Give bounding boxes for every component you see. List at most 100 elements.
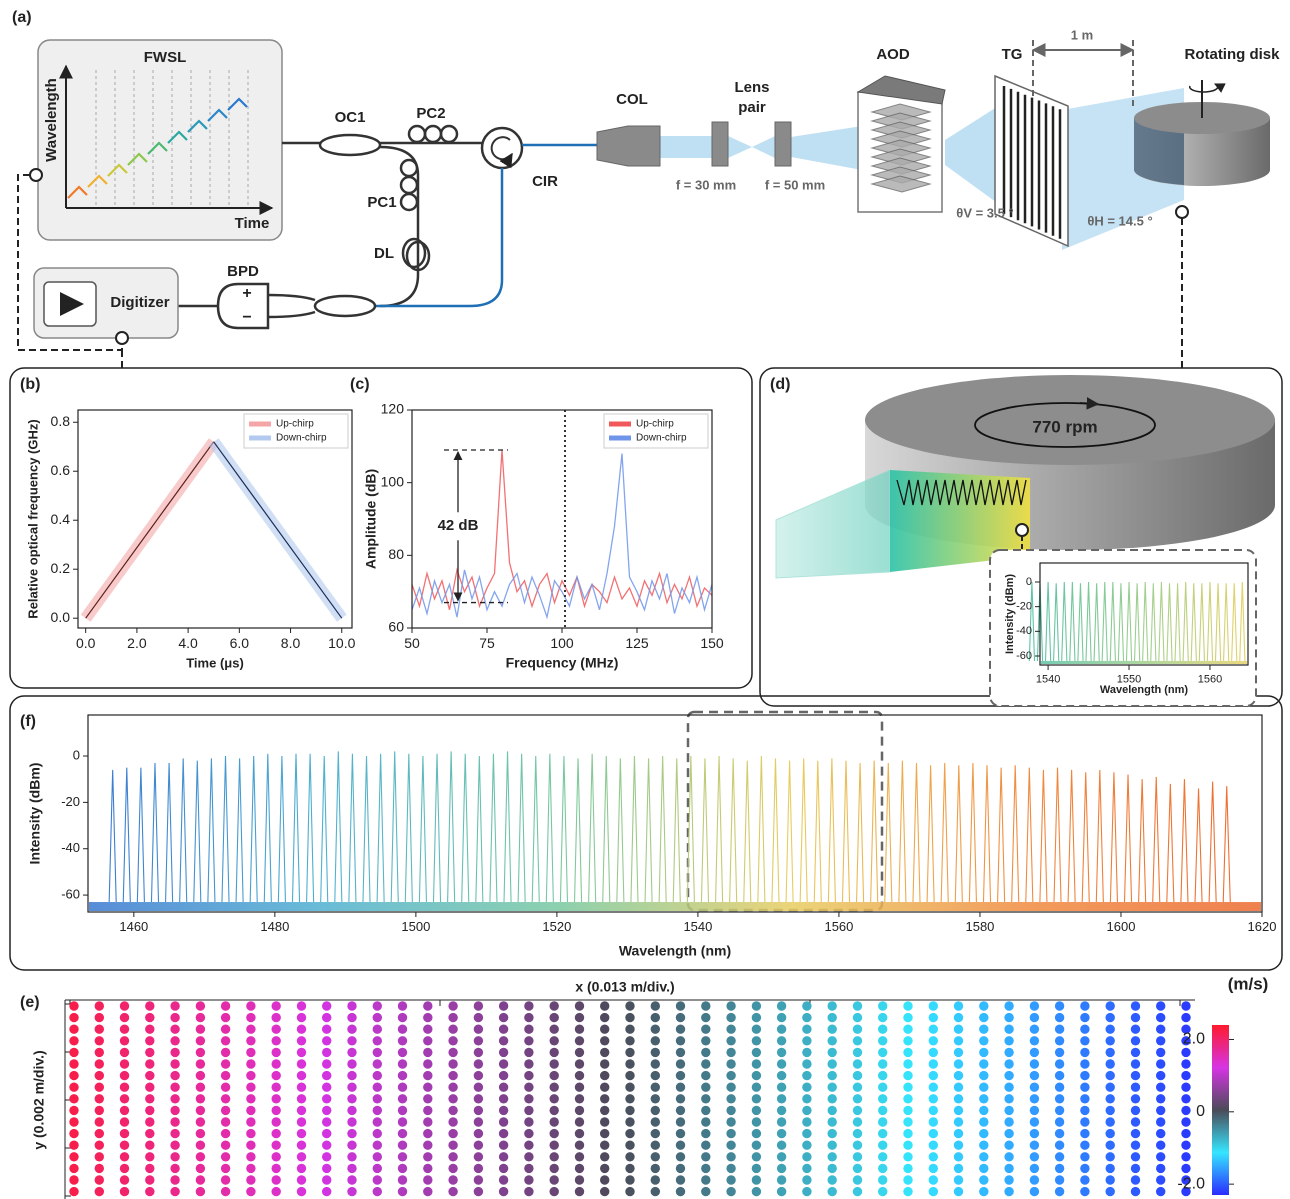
spectral-peak (475, 756, 484, 903)
velocity-dot (1130, 1105, 1141, 1116)
velocity-dot (1105, 1152, 1115, 1162)
legend-label: Down-chirp (636, 433, 687, 444)
velocity-dot (574, 1082, 585, 1092)
plot-frame (87, 714, 1263, 913)
spectral-peak (1142, 581, 1149, 661)
spectral-peak (277, 756, 286, 903)
connector-node (115, 331, 129, 345)
fwsl-sweep-segment (107, 163, 128, 177)
velocity-dot (776, 1036, 787, 1046)
spectral-peak (1180, 779, 1189, 903)
velocity-dot (119, 1094, 130, 1104)
velocity-dot (751, 1047, 762, 1058)
spectral-peak (630, 756, 639, 903)
velocity-dot (878, 1105, 888, 1116)
spectral-peak (1158, 581, 1165, 661)
velocity-dot (498, 1024, 509, 1034)
velocity-dot (1054, 1036, 1065, 1046)
velocity-dot (322, 1163, 332, 1174)
spectral-peak (1222, 786, 1231, 903)
colorbar-tick-label: 2.0 (1183, 1031, 1205, 1048)
velocity-dot (726, 1059, 736, 1069)
lens-label: Lens (734, 79, 769, 96)
velocity-dot (473, 1012, 484, 1023)
velocity-dot (271, 1082, 281, 1092)
velocity-dot (852, 1105, 863, 1116)
velocity-dot (1029, 1059, 1040, 1069)
velocity-dot (1080, 1012, 1090, 1023)
fwsl-sweep-segment (87, 174, 108, 188)
spectral-peak (193, 760, 202, 903)
velocity-dot (701, 1024, 711, 1034)
velocity-dot (1130, 1094, 1141, 1104)
panel-label: (a) (12, 9, 32, 26)
velocity-dot (1181, 1105, 1191, 1116)
velocity-dot (220, 1163, 231, 1174)
velocity-dot (549, 1140, 559, 1150)
spectral-peak (306, 753, 315, 903)
velocity-dot (296, 1094, 307, 1104)
velocity-dot (701, 1012, 711, 1023)
theta-v: θV = 3.5 ° (956, 205, 1013, 220)
velocity-dot (170, 1012, 180, 1023)
velocity-dot (1054, 1024, 1065, 1034)
spectral-peak (432, 753, 442, 903)
velocity-dot (1080, 1105, 1090, 1116)
velocity-dot (1004, 1001, 1014, 1011)
velocity-dot (119, 1082, 130, 1092)
velocity-dot (170, 1094, 180, 1104)
spectral-peak (827, 758, 836, 903)
velocity-dot (423, 1059, 433, 1069)
tg-label: TG (1002, 46, 1023, 63)
x-tick-label: 1520 (542, 919, 571, 934)
velocity-dot (1156, 1012, 1166, 1023)
velocity-dot (296, 1001, 307, 1011)
velocity-dot (220, 1175, 231, 1185)
velocity-dot (701, 1059, 711, 1069)
y-tick-label: 80 (388, 546, 404, 562)
velocity-dot (246, 1082, 256, 1092)
velocity-dot (246, 1163, 256, 1174)
velocity-dot (145, 1175, 155, 1185)
velocity-dot (423, 1047, 433, 1058)
velocity-dot (650, 1047, 660, 1058)
velocity-dot (195, 1082, 206, 1092)
velocity-dot (1181, 1152, 1191, 1162)
col-label: COL (616, 91, 648, 108)
velocity-dot (852, 1012, 863, 1023)
velocity-dot (600, 1094, 610, 1104)
velocity-dot (701, 1105, 711, 1116)
velocity-dot (1181, 1094, 1191, 1104)
velocity-dot (1029, 1082, 1040, 1092)
velocity-dot (675, 1186, 686, 1197)
velocity-dot (170, 1082, 180, 1092)
velocity-dot (220, 1082, 231, 1092)
velocity-dot (524, 1059, 534, 1069)
velocity-dot (751, 1140, 762, 1150)
velocity-dot (397, 1024, 408, 1034)
pc1-loop (399, 158, 419, 178)
velocity-dot (347, 1094, 357, 1104)
velocity-dot (1029, 1012, 1040, 1023)
velocity-dot (1181, 1163, 1191, 1174)
velocity-dot (675, 1047, 686, 1058)
velocity-dot (322, 1070, 332, 1081)
velocity-dot (220, 1186, 231, 1197)
fwsl-sweep-segment (67, 185, 88, 199)
velocity-dot (119, 1140, 130, 1150)
y-tick-label: 0.4 (51, 511, 71, 527)
velocity-dot (1029, 1152, 1040, 1162)
velocity-dot (625, 1001, 635, 1011)
velocity-dot (69, 1082, 79, 1092)
colorbar-label: (m/s) (1228, 974, 1269, 993)
velocity-dot (524, 1152, 534, 1162)
velocity-dot (701, 1128, 711, 1139)
spectral-peak (1069, 581, 1076, 661)
velocity-dot (448, 1128, 458, 1139)
velocity-dot (903, 1175, 913, 1185)
velocity-dot (549, 1082, 559, 1092)
velocity-dot (170, 1175, 180, 1185)
delay-line (405, 240, 431, 272)
velocity-dot (827, 1128, 837, 1139)
